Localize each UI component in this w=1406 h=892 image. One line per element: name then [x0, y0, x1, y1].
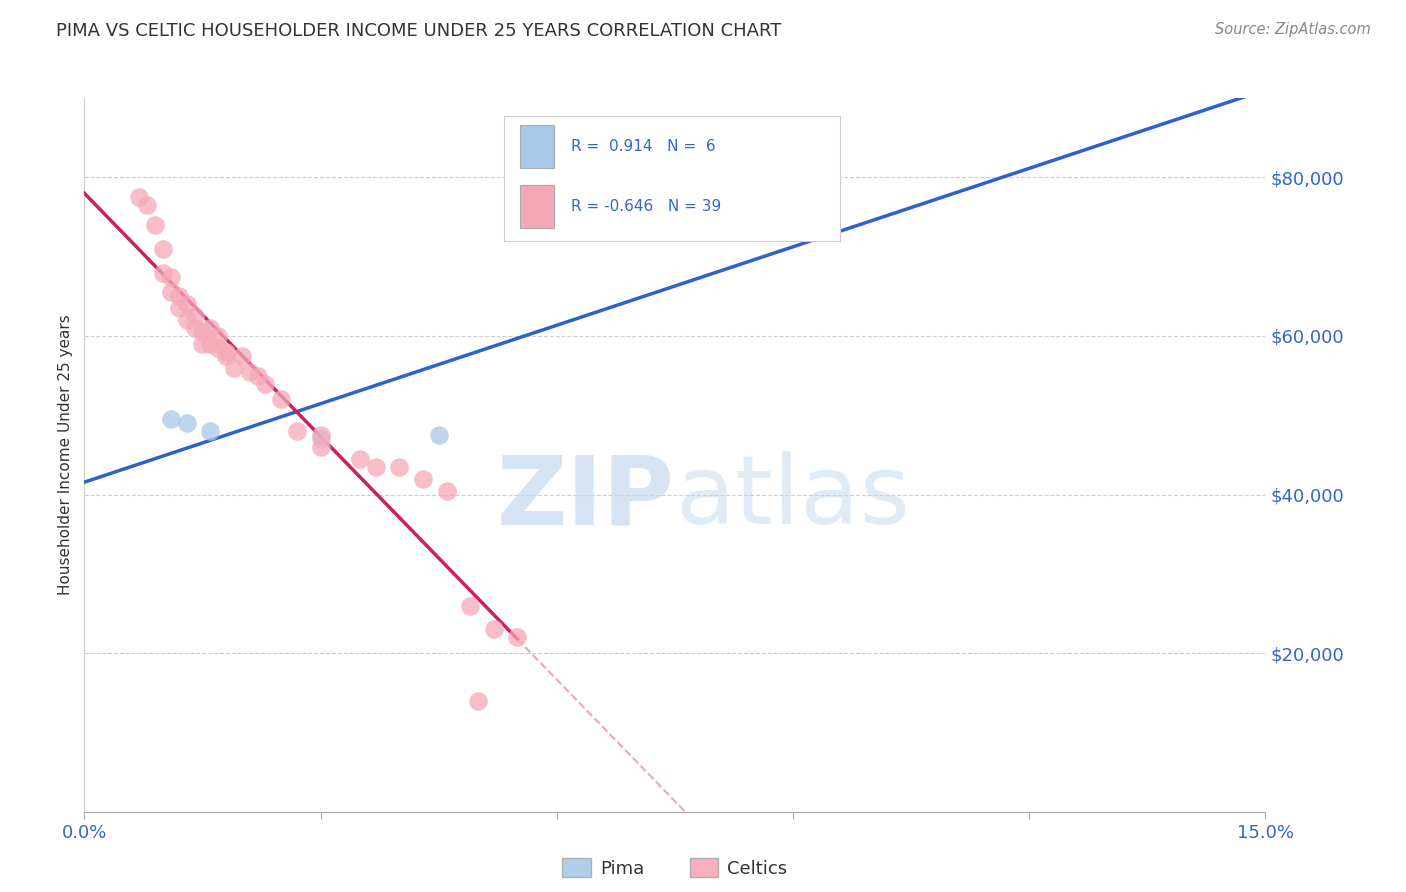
Point [467, 694, 489, 708]
Point [183, 309, 205, 323]
Point [482, 623, 505, 637]
Point [200, 321, 222, 335]
Point [128, 190, 150, 204]
Point [160, 285, 183, 300]
Point [254, 376, 277, 391]
Point [246, 368, 269, 383]
Point [183, 321, 205, 335]
Point [143, 218, 166, 232]
Point [349, 451, 371, 466]
Point [388, 459, 411, 474]
Point [200, 337, 222, 351]
Text: PIMA VS CELTIC HOUSEHOLDER INCOME UNDER 25 YEARS CORRELATION CHART: PIMA VS CELTIC HOUSEHOLDER INCOME UNDER … [56, 22, 782, 40]
Point [782, 202, 804, 216]
Point [160, 412, 183, 426]
Point [152, 242, 174, 256]
Point [231, 349, 253, 363]
Point [152, 266, 174, 280]
Point [200, 424, 222, 438]
Point [458, 599, 481, 613]
Point [436, 483, 458, 498]
Point [309, 440, 332, 454]
Legend: Pima, Celtics: Pima, Celtics [555, 851, 794, 885]
Point [136, 198, 159, 212]
Point [309, 432, 332, 446]
Y-axis label: Householder Income Under 25 years: Householder Income Under 25 years [58, 315, 73, 595]
Point [309, 428, 332, 442]
Point [427, 428, 450, 442]
Point [285, 424, 308, 438]
Point [364, 459, 387, 474]
Point [222, 360, 245, 375]
Point [176, 297, 198, 311]
Point [270, 392, 292, 407]
Point [412, 472, 434, 486]
Point [207, 329, 229, 343]
Point [167, 301, 190, 316]
Point [176, 313, 198, 327]
Point [239, 365, 262, 379]
Point [207, 341, 229, 355]
Point [191, 325, 214, 339]
Point [176, 416, 198, 430]
Text: atlas: atlas [675, 451, 910, 544]
Point [215, 349, 238, 363]
Point [215, 344, 238, 359]
Text: ZIP: ZIP [496, 451, 675, 544]
Text: Source: ZipAtlas.com: Source: ZipAtlas.com [1215, 22, 1371, 37]
Point [160, 269, 183, 284]
Point [506, 630, 529, 644]
Point [167, 289, 190, 303]
Point [191, 337, 214, 351]
